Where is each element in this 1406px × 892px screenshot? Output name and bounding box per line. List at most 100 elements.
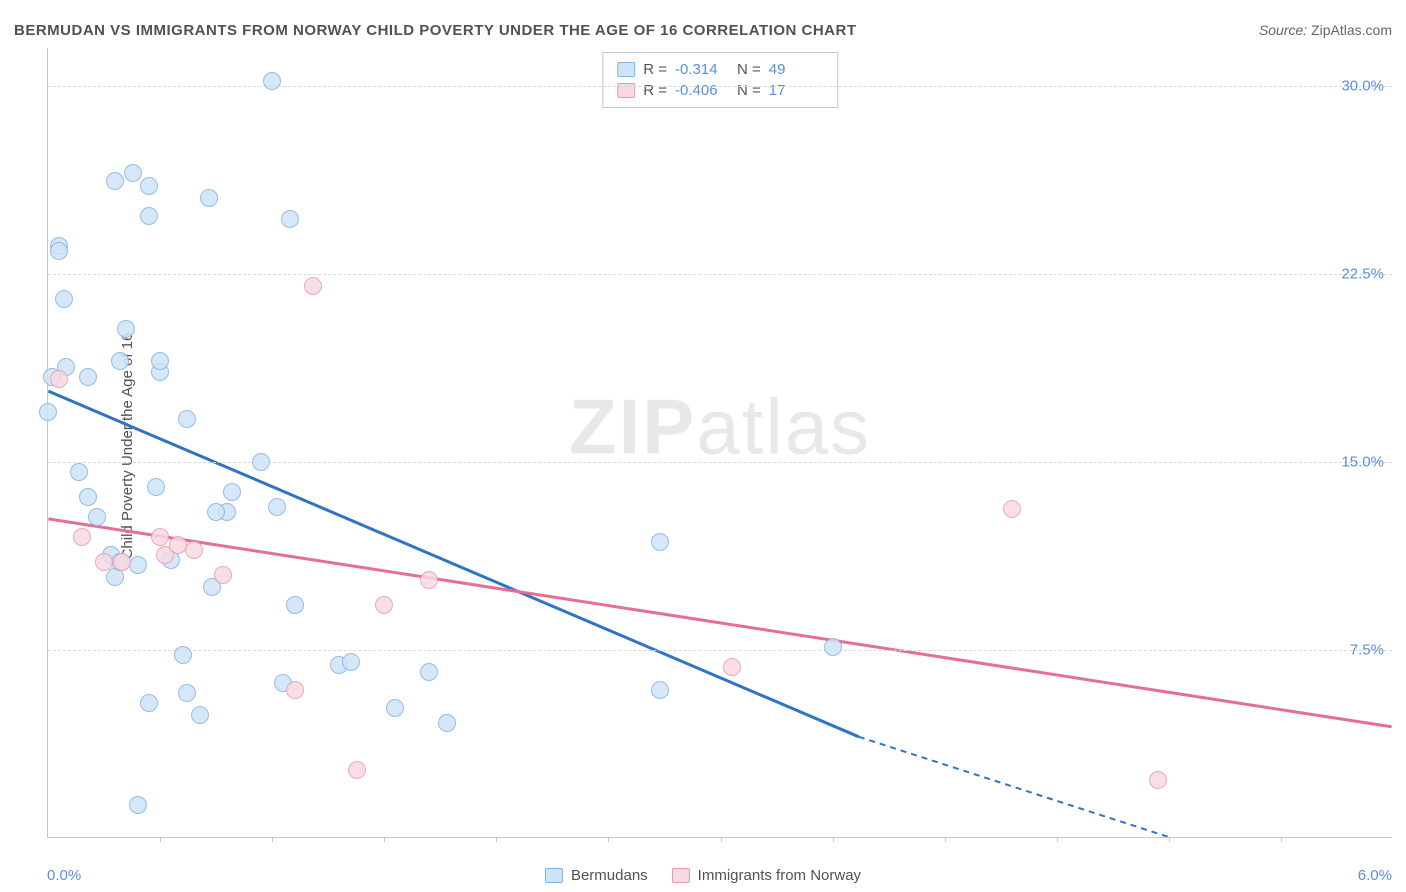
- scatter-point: [140, 694, 158, 712]
- x-tick: [496, 837, 497, 842]
- legend-label: Bermudans: [571, 867, 648, 884]
- scatter-point: [375, 596, 393, 614]
- scatter-point: [1149, 771, 1167, 789]
- scatter-point: [223, 483, 241, 501]
- source-attribution: Source: ZipAtlas.com: [1259, 22, 1392, 38]
- stat-n-value: 49: [769, 61, 823, 78]
- scatter-point: [124, 164, 142, 182]
- scatter-point: [178, 684, 196, 702]
- x-tick: [721, 837, 722, 842]
- scatter-point: [268, 498, 286, 516]
- scatter-point: [106, 172, 124, 190]
- scatter-point: [420, 571, 438, 589]
- x-tick: [945, 837, 946, 842]
- x-tick: [1281, 837, 1282, 842]
- stat-n-label: N =: [737, 61, 761, 78]
- scatter-point: [113, 553, 131, 571]
- x-tick: [833, 837, 834, 842]
- x-axis-min-label: 0.0%: [47, 867, 81, 884]
- x-axis-max-label: 6.0%: [1358, 867, 1392, 884]
- scatter-point: [174, 646, 192, 664]
- source-value: ZipAtlas.com: [1311, 22, 1392, 38]
- scatter-point: [651, 681, 669, 699]
- legend-item: Immigrants from Norway: [672, 867, 861, 884]
- watermark-atlas: atlas: [696, 382, 871, 470]
- gridline: [48, 86, 1392, 87]
- scatter-point: [73, 528, 91, 546]
- scatter-point: [252, 453, 270, 471]
- source-label: Source:: [1259, 22, 1307, 38]
- scatter-point: [420, 663, 438, 681]
- y-tick-label: 30.0%: [1341, 77, 1384, 94]
- stat-r-label: R =: [643, 82, 667, 99]
- scatter-point: [386, 699, 404, 717]
- scatter-point: [304, 277, 322, 295]
- scatter-point: [824, 638, 842, 656]
- watermark-zip: ZIP: [569, 382, 696, 470]
- x-tick: [160, 837, 161, 842]
- legend-label: Immigrants from Norway: [698, 867, 861, 884]
- scatter-point: [129, 556, 147, 574]
- scatter-point: [111, 352, 129, 370]
- gridline: [48, 650, 1392, 651]
- scatter-point: [55, 290, 73, 308]
- scatter-point: [151, 352, 169, 370]
- legend-swatch: [545, 868, 563, 883]
- scatter-point: [286, 681, 304, 699]
- stats-legend-box: R = -0.314 N = 49 R = -0.406 N = 17: [602, 52, 838, 108]
- scatter-point: [214, 566, 232, 584]
- scatter-point: [70, 463, 88, 481]
- plot-area: ZIPatlas R =-0.314N =49R =-0.406N =17 7.…: [47, 48, 1392, 838]
- scatter-point: [50, 370, 68, 388]
- scatter-point: [651, 533, 669, 551]
- scatter-point: [185, 541, 203, 559]
- stat-n-value: 17: [769, 82, 823, 99]
- trend-line: [48, 519, 1391, 727]
- stat-r-value: -0.314: [675, 61, 729, 78]
- scatter-point: [191, 706, 209, 724]
- scatter-point: [129, 796, 147, 814]
- scatter-point: [723, 658, 741, 676]
- correlation-chart: BERMUDAN VS IMMIGRANTS FROM NORWAY CHILD…: [0, 0, 1406, 892]
- stats-row: R = -0.314 N = 49: [617, 59, 823, 80]
- scatter-point: [151, 528, 169, 546]
- scatter-point: [79, 368, 97, 386]
- scatter-point: [39, 403, 57, 421]
- series-legend: Bermudans Immigrants from Norway: [545, 867, 861, 884]
- scatter-point: [342, 653, 360, 671]
- trend-lines-svg: [48, 48, 1392, 837]
- y-tick-label: 22.5%: [1341, 265, 1384, 282]
- legend-item: Bermudans: [545, 867, 648, 884]
- scatter-point: [207, 503, 225, 521]
- scatter-point: [348, 761, 366, 779]
- stat-n-label: N =: [737, 82, 761, 99]
- scatter-point: [1003, 500, 1021, 518]
- stat-r-value: -0.406: [675, 82, 729, 99]
- x-tick: [608, 837, 609, 842]
- x-tick: [384, 837, 385, 842]
- stat-r-label: R =: [643, 61, 667, 78]
- scatter-point: [140, 177, 158, 195]
- scatter-point: [79, 488, 97, 506]
- scatter-point: [147, 478, 165, 496]
- scatter-point: [88, 508, 106, 526]
- trend-line-extrapolated: [859, 737, 1246, 837]
- scatter-point: [178, 410, 196, 428]
- y-tick-label: 15.0%: [1341, 453, 1384, 470]
- stats-row: R = -0.406 N = 17: [617, 80, 823, 101]
- scatter-point: [200, 189, 218, 207]
- scatter-point: [117, 320, 135, 338]
- scatter-point: [50, 242, 68, 260]
- scatter-point: [438, 714, 456, 732]
- scatter-point: [95, 553, 113, 571]
- scatter-point: [286, 596, 304, 614]
- series-swatch: [617, 62, 635, 77]
- x-tick: [272, 837, 273, 842]
- legend-swatch: [672, 868, 690, 883]
- x-tick: [1169, 837, 1170, 842]
- x-tick: [1057, 837, 1058, 842]
- scatter-point: [263, 72, 281, 90]
- watermark: ZIPatlas: [569, 381, 871, 472]
- chart-title: BERMUDAN VS IMMIGRANTS FROM NORWAY CHILD…: [14, 22, 857, 39]
- scatter-point: [140, 207, 158, 225]
